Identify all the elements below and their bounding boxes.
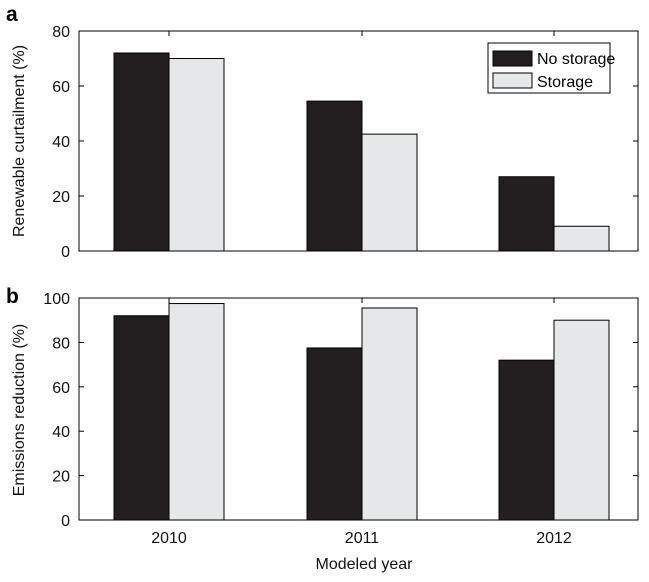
legend-swatch-no-storage — [492, 50, 533, 67]
legend: No storage Storage — [487, 42, 615, 94]
bar-a-storage-2011 — [361, 133, 418, 252]
xtick-label-2012: 2012 — [536, 530, 572, 547]
legend-swatch-storage — [492, 72, 533, 89]
ytick-label-a-60: 60 — [52, 79, 70, 96]
ytick-label-a-80: 80 — [52, 24, 70, 41]
ytick-label-a-40: 40 — [52, 134, 70, 151]
bar-a-no-storage-2011 — [306, 100, 363, 252]
panel-a-ylabel: Renewable curtailment (%) — [11, 45, 28, 237]
legend-label-storage: Storage — [537, 74, 593, 91]
bar-b-storage-2010 — [168, 303, 225, 521]
ytick-label-b-80: 80 — [52, 335, 70, 352]
xtick-label-2010: 2010 — [151, 530, 187, 547]
ytick-label-b-0: 0 — [61, 513, 70, 530]
bar-a-storage-2012 — [553, 225, 610, 252]
panel-letter-a: a — [6, 3, 18, 26]
panel-a: 0 20 40 60 80 — [52, 24, 639, 261]
ytick-label-b-60: 60 — [52, 380, 70, 397]
xtick-label-2011: 2011 — [345, 530, 380, 547]
bar-b-no-storage-2012 — [498, 359, 555, 521]
ytick-label-a-0: 0 — [61, 244, 70, 261]
panel-b: 0 20 40 60 80 100 2010 2011 2012 — [43, 291, 639, 547]
bar-b-no-storage-2011 — [306, 347, 363, 521]
bar-b-storage-2012 — [553, 319, 610, 521]
legend-label-no-storage: No storage — [537, 51, 615, 68]
ytick-label-b-20: 20 — [52, 469, 70, 486]
panel-b-xlabel: Modeled year — [316, 556, 414, 573]
panel-letter-b: b — [6, 285, 19, 308]
ytick-label-a-20: 20 — [52, 189, 70, 206]
bar-a-no-storage-2012 — [498, 176, 555, 252]
ytick-label-b-100: 100 — [43, 291, 70, 308]
axes-box-b — [78, 297, 639, 521]
panel-b-ylabel: Emissions reduction (%) — [11, 324, 28, 497]
bar-a-storage-2010 — [168, 58, 225, 252]
bar-a-no-storage-2010 — [113, 52, 170, 252]
bar-b-no-storage-2010 — [113, 315, 170, 521]
bar-b-storage-2011 — [361, 307, 418, 521]
ytick-label-b-40: 40 — [52, 424, 70, 441]
